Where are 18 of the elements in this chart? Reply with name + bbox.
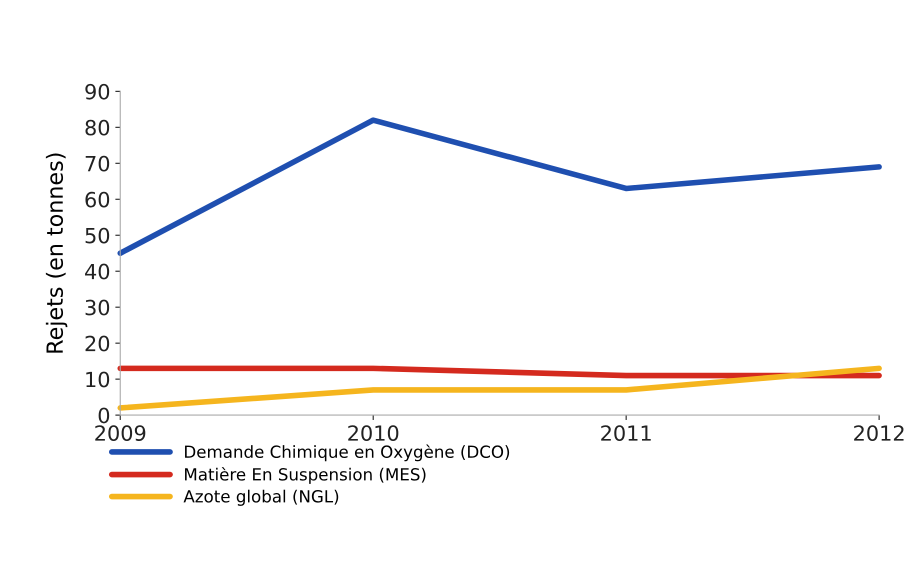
y-tick-label: 0 [98,408,110,424]
y-tick-label: 20 [86,336,110,352]
y-tick-label: 50 [86,228,110,244]
y-tick-label: 60 [85,192,110,208]
x-tick-label: 2010 [348,425,398,441]
legend-label: Azote global (NGL) [184,490,338,506]
y-tick-label: 10 [86,372,110,388]
y-tick-label: 90 [85,84,110,100]
legend-label: Matière En Suspension (MES) [185,467,426,484]
x-tick-label: 2012 [854,425,904,441]
y-tick-label: 70 [86,156,110,172]
y-tick-label: 40 [85,264,110,280]
y-axis-title: Rejets (en tonnes) [46,154,68,353]
legend-label: Demande Chimique en Oxygène (DCO) [185,444,510,462]
y-tick-label: 80 [85,120,110,136]
x-tick-label: 2011 [601,425,651,441]
y-tick-label: 30 [86,300,110,316]
x-tick-label: 2009 [95,425,146,441]
